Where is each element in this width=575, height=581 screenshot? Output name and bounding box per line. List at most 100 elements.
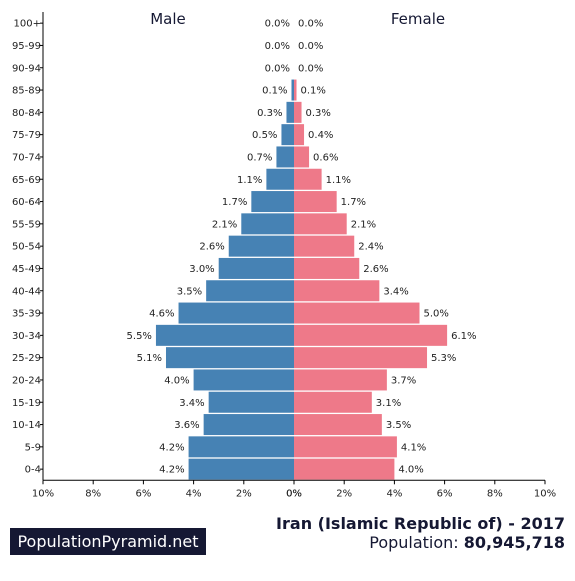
age-group-label: 30-34 [12, 331, 41, 342]
data-label-male: 0.0% [265, 63, 290, 74]
age-group-label: 100+ [14, 19, 41, 30]
population-total: Population: 80,945,718 [369, 533, 565, 552]
x-tick-label: 4% [386, 488, 402, 499]
bar-female [294, 347, 428, 369]
bar-female [294, 257, 360, 279]
data-label-female: 0.6% [313, 152, 338, 163]
age-group-label: 20-24 [12, 375, 41, 386]
age-group-label: 50-54 [12, 242, 41, 253]
bar-female [294, 391, 372, 413]
bar-male [178, 302, 294, 324]
bar-male [286, 101, 294, 123]
data-label-female: 0.0% [298, 19, 323, 30]
data-label-female: 2.4% [358, 242, 383, 253]
brand-logo[interactable]: PopulationPyramid.net [10, 528, 206, 555]
data-label-male: 3.0% [189, 264, 214, 275]
x-tick-label: 8% [85, 488, 101, 499]
age-group-label: 60-64 [12, 197, 41, 208]
bar-male [155, 324, 294, 346]
data-label-male: 0.7% [247, 152, 272, 163]
bar-male [276, 146, 294, 168]
data-label-female: 2.1% [351, 219, 376, 230]
data-label-female: 3.5% [386, 420, 411, 431]
data-label-male: 1.7% [222, 197, 247, 208]
age-group-label: 0-4 [25, 465, 41, 476]
bar-female [294, 191, 337, 213]
data-label-female: 0.0% [298, 63, 323, 74]
data-label-female: 0.0% [298, 41, 323, 52]
population-value: 80,945,718 [463, 533, 565, 552]
x-tick-label: 10% [32, 488, 54, 499]
x-tick-label: 6% [437, 488, 453, 499]
data-label-female: 0.1% [301, 86, 326, 97]
data-label-male: 5.1% [137, 353, 162, 364]
age-group-label: 40-44 [12, 286, 41, 297]
age-group-label: 25-29 [12, 353, 41, 364]
population-label: Population: [369, 533, 459, 552]
bar-female [294, 280, 380, 302]
bar-female [294, 369, 387, 391]
bar-male [218, 257, 294, 279]
data-label-male: 2.6% [199, 242, 224, 253]
bar-male [203, 414, 294, 436]
data-label-female: 0.4% [308, 130, 333, 141]
data-label-male: 1.1% [237, 175, 262, 186]
data-label-male: 4.6% [149, 309, 174, 320]
age-group-label: 45-49 [12, 264, 41, 275]
x-tick-label: 8% [487, 488, 503, 499]
age-group-label: 55-59 [12, 219, 41, 230]
age-group-label: 65-69 [12, 175, 41, 186]
bar-male [188, 436, 294, 458]
data-label-female: 1.7% [341, 197, 366, 208]
bar-male [241, 213, 294, 235]
data-label-male: 3.6% [174, 420, 199, 431]
age-group-label: 90-94 [12, 63, 41, 74]
data-label-female: 5.0% [424, 309, 449, 320]
age-group-label: 75-79 [12, 130, 41, 141]
age-group-label: 15-19 [12, 398, 41, 409]
bar-female [294, 302, 420, 324]
age-group-label: 35-39 [12, 309, 41, 320]
age-group-label: 10-14 [12, 420, 41, 431]
data-label-female: 3.7% [391, 375, 416, 386]
data-label-male: 4.0% [164, 375, 189, 386]
bar-female [294, 124, 305, 146]
bar-male [188, 458, 294, 480]
x-tick-label: 2% [336, 488, 352, 499]
bar-male [228, 235, 294, 257]
bar-female [294, 79, 297, 101]
data-label-male: 0.0% [265, 41, 290, 52]
x-tick-label: 0% [286, 488, 302, 499]
data-label-male: 4.2% [159, 442, 184, 453]
bar-male [165, 347, 294, 369]
x-tick-label: 2% [236, 488, 252, 499]
data-label-female: 3.4% [383, 286, 408, 297]
bar-female [294, 436, 397, 458]
data-label-male: 3.5% [177, 286, 202, 297]
bar-female [294, 414, 382, 436]
data-label-male: 3.4% [179, 398, 204, 409]
bar-male [281, 124, 294, 146]
legend-male: Male [150, 10, 186, 28]
x-tick-label: 6% [135, 488, 151, 499]
bar-male [266, 168, 294, 190]
data-label-male: 0.1% [262, 86, 287, 97]
data-label-male: 0.0% [265, 19, 290, 30]
bar-male [291, 79, 294, 101]
age-group-label: 85-89 [12, 86, 41, 97]
data-label-female: 4.1% [401, 442, 426, 453]
bar-male [193, 369, 294, 391]
legend-female: Female [391, 10, 445, 28]
data-label-female: 0.3% [306, 108, 331, 119]
data-label-male: 5.5% [127, 331, 152, 342]
chart-title: Iran (Islamic Republic of) - 2017 [276, 514, 565, 533]
bar-female [294, 168, 322, 190]
bar-male [206, 280, 294, 302]
x-tick-label: 4% [186, 488, 202, 499]
data-label-female: 2.6% [363, 264, 388, 275]
data-label-female: 3.1% [376, 398, 401, 409]
age-group-label: 70-74 [12, 152, 41, 163]
bar-male [208, 391, 294, 413]
bar-female [294, 101, 302, 123]
data-label-female: 1.1% [326, 175, 351, 186]
